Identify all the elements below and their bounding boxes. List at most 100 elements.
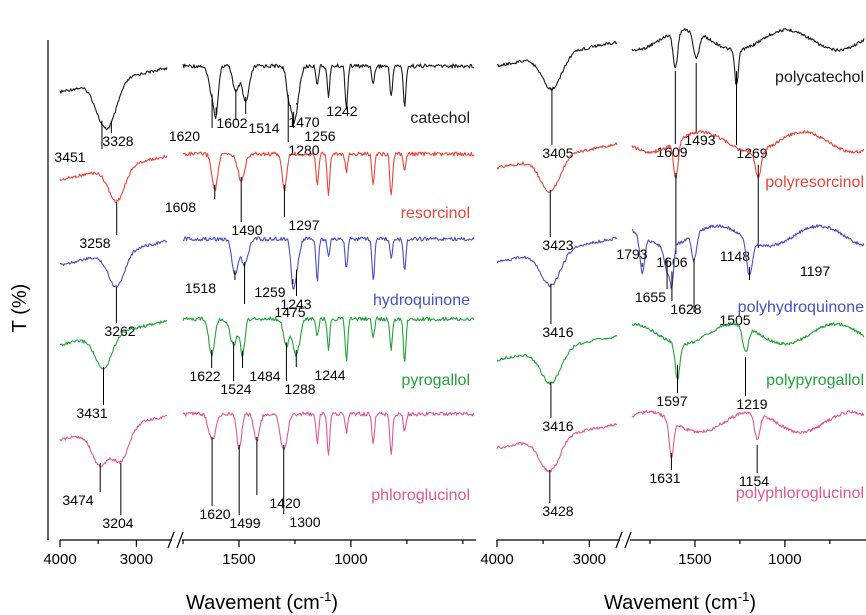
series-polypyrogallol: 3416 1597 1219 polypyrogallol [496, 322, 865, 434]
series-label-pyrogallol: pyrogallol [402, 372, 470, 389]
peak-label: 1475 [274, 304, 305, 320]
peak-label: 1269 [736, 145, 767, 161]
spectrum-line-high [496, 40, 618, 91]
peak-label: 1154 [739, 473, 769, 489]
x-tick-label: 3000 [120, 551, 153, 568]
x-axis-title: Wavement (cm-1) [604, 589, 756, 614]
series-label-polycatechol: polycatechol [775, 69, 864, 86]
spectrum-line-low [631, 322, 865, 381]
series-label-hydroquinone: hydroquinone [373, 292, 470, 309]
peak-label: 1628 [670, 301, 701, 317]
peak-label: 1470 [288, 114, 319, 130]
peak-label: 3405 [542, 145, 573, 161]
axis-break-mark [624, 531, 632, 549]
peak-label: 3416 [542, 418, 573, 434]
peak-label: 1243 [280, 296, 311, 312]
peak-label: 1493 [684, 132, 715, 148]
peak-label: 1244 [314, 367, 345, 383]
spectrum-line-low [182, 63, 475, 125]
peak-label: 1631 [649, 470, 680, 486]
x-axis-title: Wavement (cm-1) [186, 589, 338, 614]
spectrum-line-high [496, 422, 618, 473]
spectrum-line-low [182, 316, 475, 362]
peak-label: 1514 [248, 120, 279, 136]
spectrum-line-high [496, 142, 618, 193]
peak-label: 3431 [76, 405, 107, 421]
peak-label: 3262 [104, 323, 135, 339]
spectrum-line-high [59, 319, 168, 371]
peak-label: 1620 [199, 506, 230, 522]
x-tick-label: 1000 [334, 551, 367, 568]
peak-label: 1300 [289, 514, 320, 530]
series-label-catechol: catechol [410, 110, 470, 127]
peak-label: 1420 [269, 495, 300, 511]
series-label-phloroglucinol: phloroglucinol [371, 487, 470, 504]
peak-label: 1256 [304, 128, 335, 144]
peak-label: 1597 [656, 393, 687, 409]
peak-label: 1602 [216, 115, 247, 131]
x-tick-label: 4000 [480, 551, 513, 568]
peak-label: 1484 [249, 368, 280, 384]
spectrum-line-low [631, 130, 865, 179]
spectrum-line-low [631, 27, 865, 86]
peak-label: 1197 [800, 263, 830, 279]
spectrum-line-low [631, 410, 865, 458]
spectrum-line-high [496, 236, 618, 288]
x-tick-label: 1500 [222, 551, 255, 568]
series-label-polyphloroglucinol: polyphloroglucinol [736, 485, 864, 502]
x-tick-label: 1000 [768, 551, 801, 568]
spectrum-line-high [59, 239, 168, 288]
peak-label: 1297 [288, 217, 319, 233]
peak-label: 3258 [79, 235, 110, 251]
series-label-resorcinol: resorcinol [401, 205, 470, 222]
spectrum-line-low [182, 236, 475, 290]
series-resorcinol: 3258 1608 1490 1297 resorcinol [59, 151, 475, 251]
series-label-polyresorcinol: polyresorcinol [765, 174, 864, 191]
left-panel-monomers: 4000 3000 1500 1000 Wavement (cm-1) 3451 3328 1… [43, 40, 476, 614]
spectrum-line-high [59, 414, 168, 468]
peak-label: 3423 [542, 237, 573, 253]
peak-label: 3474 [62, 492, 93, 508]
peak-label: 1490 [231, 222, 262, 238]
y-axis-title: T (%) [9, 284, 31, 333]
spectrum-line-high [59, 154, 168, 204]
peak-label: 1620 [169, 128, 200, 144]
peak-label: 1655 [635, 289, 666, 305]
series-polyresorcinol: 3423 1606 1148 polyresorcinol [496, 130, 865, 270]
spectrum-line-low [182, 151, 475, 197]
peak-label: 1219 [736, 396, 767, 412]
peak-label: 3204 [102, 515, 133, 531]
peak-label: 3451 [54, 149, 85, 165]
axis-break-mark [176, 531, 184, 549]
x-tick-label: 4000 [43, 551, 76, 568]
peak-label: 1606 [656, 254, 687, 270]
peak-label: 1622 [189, 368, 220, 384]
spectrum-line-low [631, 224, 865, 290]
series-label-polyhydroquinone: polyhydroquinone [738, 299, 864, 316]
spectrum-line-low [182, 411, 475, 456]
x-tick-label: 1500 [678, 551, 711, 568]
peak-label: 1288 [284, 381, 315, 397]
peak-label: 3328 [102, 133, 133, 149]
peak-label: 3416 [542, 324, 573, 340]
peak-label: 1518 [185, 280, 216, 296]
peak-label: 3428 [542, 503, 573, 519]
spectrum-line-high [59, 67, 168, 131]
peak-label: 1242 [326, 103, 357, 119]
peak-label: 1524 [220, 381, 251, 397]
peak-label: 1499 [229, 515, 260, 531]
axis-break-mark [167, 531, 175, 549]
series-label-polypyrogallol: polypyrogallol [766, 372, 864, 389]
x-tick-label: 3000 [573, 551, 606, 568]
peak-label: 1259 [254, 284, 285, 300]
peak-label: 1793 [616, 246, 647, 262]
peak-label: 1148 [720, 248, 750, 264]
axis-break-mark [615, 531, 623, 549]
